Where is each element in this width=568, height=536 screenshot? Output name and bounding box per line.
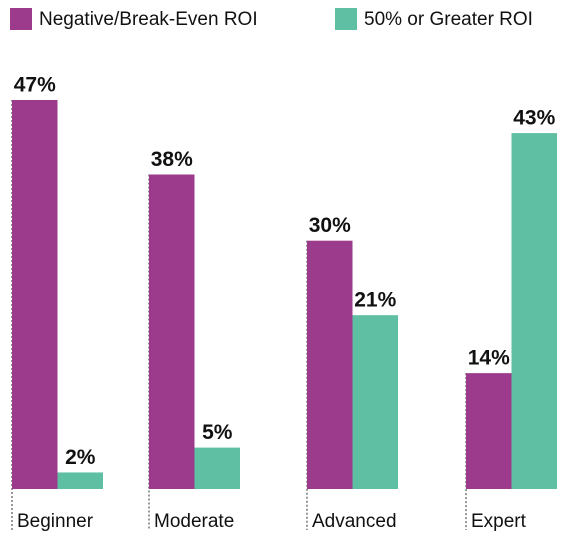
bar [194, 447, 240, 489]
legend-label: Negative/Break-Even ROI [39, 9, 258, 30]
bar [511, 133, 557, 489]
legend-swatch [10, 8, 32, 30]
bar [352, 315, 398, 489]
data-label: 30% [309, 214, 351, 237]
x-tick-label: Expert [471, 511, 527, 532]
data-label: 21% [354, 289, 396, 312]
data-label: 43% [513, 107, 555, 130]
data-label: 47% [14, 74, 56, 97]
x-tick-label: Beginner [17, 511, 94, 532]
legend-label: 50% or Greater ROI [364, 9, 533, 30]
data-label: 5% [202, 421, 233, 444]
bar [149, 174, 195, 489]
data-label: 14% [468, 347, 510, 370]
legend-swatch [335, 8, 357, 30]
data-label: 2% [65, 446, 96, 469]
bar [466, 373, 512, 489]
x-tick-label: Advanced [312, 511, 397, 532]
x-tick-label: Moderate [154, 511, 234, 532]
bar [307, 240, 353, 489]
bar [57, 472, 103, 489]
bar [12, 100, 58, 489]
data-label: 38% [151, 148, 193, 171]
